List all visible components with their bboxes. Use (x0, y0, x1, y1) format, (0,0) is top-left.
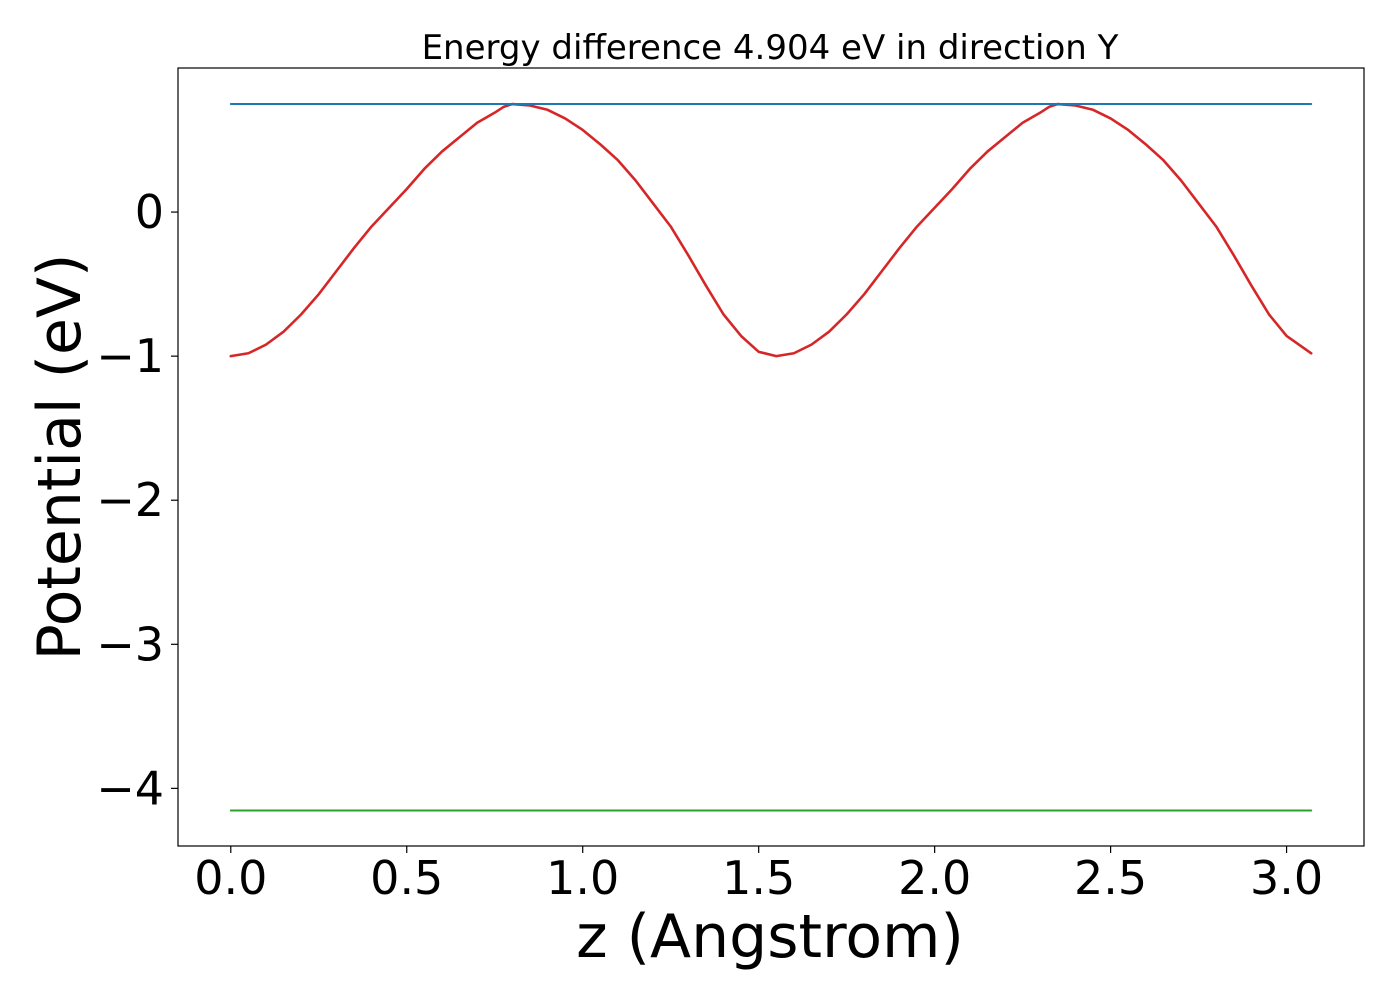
plot-frame (177, 67, 1365, 847)
x-tick-label: 1.0 (546, 851, 619, 905)
y-axis-label: Potential (eV) (25, 254, 95, 661)
y-tick-label: −3 (96, 617, 164, 671)
y-tick-label: −2 (96, 473, 164, 527)
x-tick-label: 3.0 (1250, 851, 1323, 905)
x-tick-label: 2.0 (898, 851, 971, 905)
x-axis-label: z (Angstrom) (576, 902, 964, 972)
x-tick-label: 0.5 (370, 851, 443, 905)
x-tick-label: 1.5 (722, 851, 795, 905)
series-line-1 (229, 102, 1313, 358)
y-tick-label: 0 (135, 185, 164, 239)
y-tick-label: −1 (96, 329, 164, 383)
y-axis-ticks: 0 −1 −2 −3 −4 (96, 185, 178, 815)
x-axis-ticks: 0.0 0.5 1.0 1.5 2.0 2.5 3.0 (194, 846, 1323, 905)
y-tick-label: −4 (96, 761, 164, 815)
x-tick-label: 0.0 (194, 851, 267, 905)
chart-title: Energy difference 4.904 eV in direction … (422, 28, 1119, 68)
x-tick-label: 2.5 (1074, 851, 1147, 905)
series-layer (229, 102, 1313, 812)
